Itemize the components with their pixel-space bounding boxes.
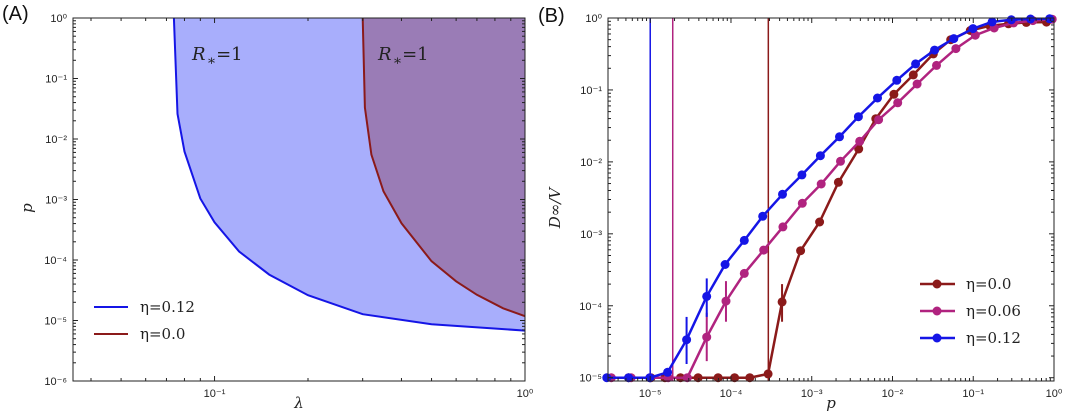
data-point bbox=[855, 137, 864, 146]
legend-b-marker-eta-0.06 bbox=[933, 307, 942, 316]
data-point bbox=[759, 246, 768, 255]
data-point bbox=[932, 61, 941, 70]
data-point bbox=[815, 218, 824, 227]
legend-b-marker-eta-0.12 bbox=[933, 334, 942, 343]
legend-b-label-eta-0.0: η=0.0 bbox=[966, 275, 1011, 293]
data-point bbox=[663, 368, 672, 377]
panel-b-legend: η=0.0 η=0.06 η=0.12 bbox=[920, 275, 1021, 347]
data-point bbox=[892, 76, 901, 85]
data-point bbox=[836, 157, 845, 166]
data-point bbox=[740, 236, 749, 245]
panel-a-legend: η=0.12 η=0.0 bbox=[94, 298, 195, 343]
data-point bbox=[969, 24, 978, 33]
panel-a-xtick-label: 10⁻¹ bbox=[204, 388, 226, 400]
data-point bbox=[758, 212, 767, 221]
legend-b-marker-eta-0.0 bbox=[933, 280, 942, 289]
data-point bbox=[949, 34, 958, 43]
data-point bbox=[873, 94, 882, 103]
panel-b-xtick-label: 10⁻⁴ bbox=[720, 388, 743, 400]
panel-a-label: (A) bbox=[2, 3, 29, 25]
panel-a-ytick-label: 10⁻² bbox=[45, 134, 67, 146]
data-point bbox=[951, 44, 960, 53]
legend-b-label-eta-0.06: η=0.06 bbox=[966, 302, 1021, 320]
data-point bbox=[796, 246, 805, 255]
panel-b-ytick-label: 10⁻² bbox=[580, 157, 602, 169]
data-point bbox=[816, 151, 825, 160]
legend-b-label-eta-0.12: η=0.12 bbox=[966, 329, 1021, 347]
data-point bbox=[930, 46, 939, 55]
panel-b-series bbox=[602, 14, 1056, 382]
data-point bbox=[909, 70, 918, 79]
data-point bbox=[834, 178, 843, 187]
panel-b-ytick-label: 10⁻⁴ bbox=[579, 301, 602, 313]
data-point bbox=[889, 90, 898, 99]
data-point bbox=[1026, 15, 1035, 24]
data-point bbox=[893, 98, 902, 107]
data-point bbox=[721, 260, 730, 269]
data-point bbox=[778, 190, 787, 199]
data-point bbox=[797, 170, 806, 179]
panel-b-xlabel: p bbox=[826, 394, 836, 412]
data-point bbox=[702, 333, 711, 342]
data-point bbox=[988, 17, 997, 26]
panel-a-ytick-label: 10⁻⁴ bbox=[44, 255, 67, 267]
data-point bbox=[798, 199, 807, 208]
panel-b-xtick-label: 10⁰ bbox=[1046, 388, 1063, 400]
panel-b-threshold-lines bbox=[650, 18, 768, 381]
legend-a-label-eta-0.12: η=0.12 bbox=[140, 298, 195, 316]
panel-b-xtick-label: 10⁻¹ bbox=[962, 388, 984, 400]
data-point bbox=[913, 80, 922, 89]
panel-b-ytick-label: 10⁰ bbox=[585, 13, 602, 25]
panel-b: (B) 10⁻⁵ 10⁻⁴ 10⁻³ 10⁻² 10⁻¹ 10⁰ 10⁻⁵ 10⁻⁴ 10⁻³ 1… bbox=[538, 5, 1063, 412]
panel-a-ytick-label: 10⁻⁵ bbox=[44, 316, 67, 328]
data-point bbox=[854, 112, 863, 121]
series-line-0 bbox=[629, 22, 1047, 378]
data-point bbox=[778, 222, 787, 231]
panel-a-xtick-label: 10⁰ bbox=[517, 388, 534, 400]
panel-b-ytick-label: 10⁻¹ bbox=[580, 85, 602, 97]
panel-a-ytick-label: 10⁰ bbox=[50, 13, 67, 25]
panel-b-xtick-label: 10⁻³ bbox=[801, 388, 823, 400]
data-point bbox=[835, 132, 844, 141]
data-point bbox=[740, 269, 749, 278]
data-point bbox=[764, 369, 773, 378]
panel-b-xtick-label: 10⁻⁵ bbox=[639, 388, 662, 400]
panel-a-ylabel: p bbox=[18, 203, 36, 213]
panel-b-ytick-label: 10⁻⁵ bbox=[579, 373, 602, 385]
data-point bbox=[817, 180, 826, 189]
data-point bbox=[778, 297, 787, 306]
panel-a: (A) 10⁻⁶ 10⁻⁵ 10⁻⁴ 10⁻³ 10⁻² 10⁻¹ 10⁰ 10⁻¹ 10⁰ R… bbox=[2, 3, 534, 412]
panel-b-xtick-label: 10⁻² bbox=[882, 388, 904, 400]
data-point bbox=[722, 297, 731, 306]
data-point bbox=[682, 335, 691, 344]
panel-b-ytick-label: 10⁻³ bbox=[580, 229, 602, 241]
panel-a-ytick-label: 10⁻⁶ bbox=[44, 376, 67, 388]
panel-a-ytick-label: 10⁻³ bbox=[45, 195, 67, 207]
panel-a-xlabel: λ bbox=[293, 394, 304, 412]
series-0 bbox=[624, 18, 1051, 383]
data-point bbox=[911, 59, 920, 68]
panel-a-ytick-label: 10⁻¹ bbox=[45, 74, 67, 86]
legend-a-label-eta-0.0: η=0.0 bbox=[140, 325, 185, 343]
data-point bbox=[702, 292, 711, 301]
panel-b-ylabel: D∞/V bbox=[546, 186, 564, 230]
series-2 bbox=[602, 14, 1054, 382]
data-point bbox=[874, 115, 883, 124]
panel-b-label: (B) bbox=[538, 5, 565, 27]
